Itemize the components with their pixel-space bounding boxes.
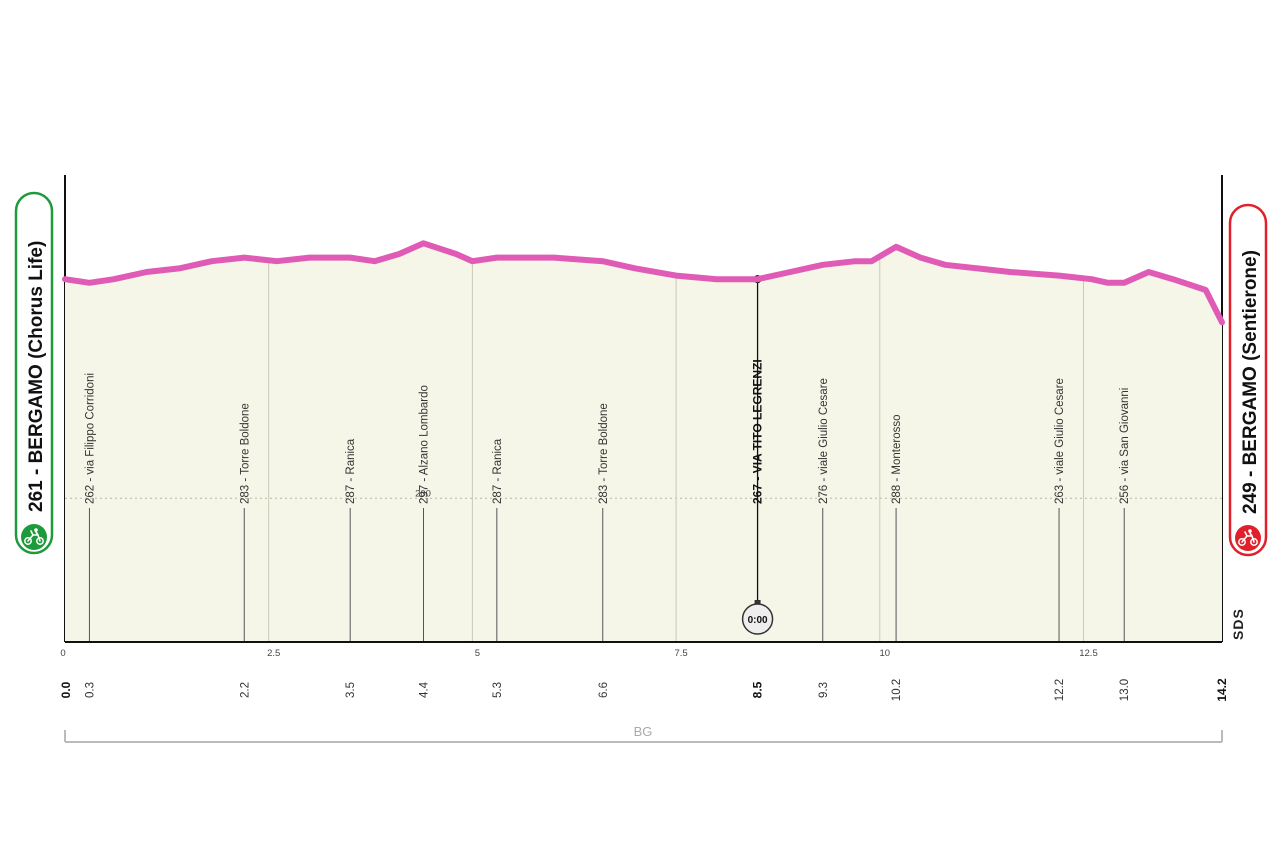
reference-label: 200 [415, 488, 431, 499]
km-tick-label: 7.5 [674, 648, 687, 659]
cyclist-icon [1235, 525, 1261, 551]
waypoint-markers: 0:00 [88, 275, 1125, 642]
waypoint-km-label: 9.3 [818, 682, 830, 698]
province-label: BG [634, 724, 653, 739]
stopwatch-icon: 0:00 [741, 600, 774, 635]
reference-line: 200 [65, 488, 1222, 499]
waypoint-km-label: 6.6 [598, 682, 610, 698]
waypoint-label: 287 - Ranica [345, 438, 357, 504]
waypoint-label: 283 - Torre Boldone [239, 403, 251, 504]
km-tick-label: 12.5 [1079, 648, 1098, 659]
waypoint-label: 262 - via Filippo Corridoni [84, 373, 96, 504]
waypoint-km-label: 13.0 [1119, 679, 1131, 701]
sponsor-logo: SDS [1230, 608, 1246, 640]
waypoint-label: 297 - Alzano Lombardo [419, 385, 431, 504]
start-flag: 261 - BERGAMO (Chorus Life) [14, 191, 54, 555]
km-tick-label: 5 [475, 648, 480, 659]
waypoint-label: 287 - Ranica [492, 438, 504, 504]
waypoint-km-label: 4.4 [419, 681, 431, 698]
start-km-label: 0.0 [59, 681, 73, 698]
timer-label: 0:00 [748, 615, 768, 626]
waypoint-label: 267 - VIA TITO LEGRENZI [751, 359, 765, 504]
profile-line [62, 240, 1225, 326]
waypoint-km-label: 0.3 [84, 682, 96, 698]
km-tick-label: 0 [60, 648, 65, 659]
waypoint-km-label: 12.2 [1054, 679, 1066, 701]
finish-km-label: 14.2 [1215, 678, 1229, 702]
waypoint-label: 283 - Torre Boldone [598, 403, 610, 504]
waypoint-label: 276 - viale Giulio Cesare [818, 378, 830, 504]
finish-flag-label: 249 - BERGAMO (Sentierone) [1240, 250, 1261, 514]
waypoint-km-label: 5.3 [492, 682, 504, 698]
waypoint-km-label: 10.2 [891, 679, 903, 701]
waypoint-km-label: 3.5 [345, 682, 357, 698]
waypoint-label: 288 - Monterosso [891, 415, 903, 505]
cyclist-icon [21, 524, 47, 550]
waypoint-label: 263 - viale Giulio Cesare [1054, 378, 1066, 504]
waypoint-label: 256 - via San Giovanni [1119, 388, 1131, 504]
province-bracket [64, 730, 1223, 743]
profile-fill [65, 243, 1222, 643]
finish-flag: 249 - BERGAMO (Sentierone) [1228, 203, 1268, 557]
waypoint-km-label: 8.5 [751, 681, 765, 698]
km-tick-label: 2.5 [267, 648, 280, 659]
waypoint-km-label: 2.2 [239, 682, 251, 698]
km-ticks: 0 2.5 5 7.5 10 12.5 [60, 256, 1098, 659]
km-tick-label: 10 [879, 648, 890, 659]
profile-area [65, 243, 1222, 643]
start-flag-label: 261 - BERGAMO (Chorus Life) [26, 241, 47, 512]
waypoint-labels: 262 - via Filippo Corridoni 0.3 283 - Torr… [84, 359, 1131, 701]
elevation-line [62, 240, 1225, 326]
